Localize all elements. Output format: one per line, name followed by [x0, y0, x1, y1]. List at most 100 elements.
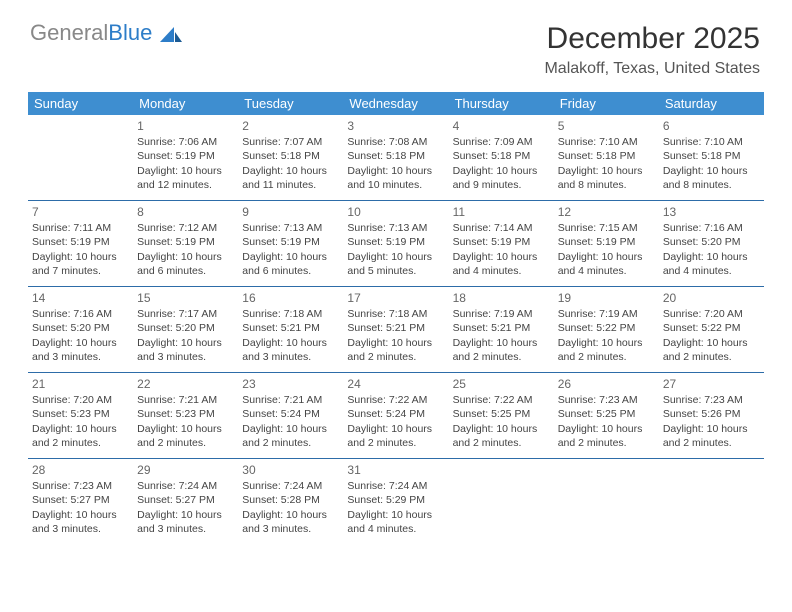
day-number: 24 [347, 376, 444, 392]
day-info-line: Daylight: 10 hours [663, 422, 760, 436]
day-info-line: Daylight: 10 hours [242, 250, 339, 264]
day-number: 21 [32, 376, 129, 392]
day-info-line: and 7 minutes. [32, 264, 129, 278]
day-info-line: Daylight: 10 hours [32, 250, 129, 264]
day-info-line: and 2 minutes. [558, 350, 655, 364]
day-info-line: Daylight: 10 hours [137, 250, 234, 264]
calendar-day-cell: 4Sunrise: 7:09 AMSunset: 5:18 PMDaylight… [449, 115, 554, 200]
day-number: 16 [242, 290, 339, 306]
calendar-day-cell: 1Sunrise: 7:06 AMSunset: 5:19 PMDaylight… [133, 115, 238, 200]
day-header: Friday [554, 92, 659, 115]
day-info-line: Sunrise: 7:23 AM [558, 393, 655, 407]
day-info-line: Sunset: 5:19 PM [137, 149, 234, 163]
calendar-day-cell: 7Sunrise: 7:11 AMSunset: 5:19 PMDaylight… [28, 201, 133, 286]
day-info-line: Sunset: 5:19 PM [347, 235, 444, 249]
day-number: 6 [663, 118, 760, 134]
day-number: 27 [663, 376, 760, 392]
day-info-line: and 2 minutes. [663, 436, 760, 450]
location-label: Malakoff, Texas, United States [544, 60, 760, 78]
calendar-day-cell: 5Sunrise: 7:10 AMSunset: 5:18 PMDaylight… [554, 115, 659, 200]
day-info-line: and 3 minutes. [32, 350, 129, 364]
day-info-line: Sunrise: 7:18 AM [347, 307, 444, 321]
day-info-line: Sunrise: 7:16 AM [32, 307, 129, 321]
day-info-line: Sunset: 5:24 PM [242, 407, 339, 421]
day-number: 7 [32, 204, 129, 220]
calendar-day-cell: 26Sunrise: 7:23 AMSunset: 5:25 PMDayligh… [554, 373, 659, 458]
day-info-line: Sunrise: 7:13 AM [242, 221, 339, 235]
calendar-header-row: SundayMondayTuesdayWednesdayThursdayFrid… [28, 92, 764, 115]
logo-text-gray: General [30, 20, 108, 45]
title-block: December 2025 Malakoff, Texas, United St… [544, 22, 760, 78]
day-info-line: and 2 minutes. [453, 350, 550, 364]
calendar-day-cell: 14Sunrise: 7:16 AMSunset: 5:20 PMDayligh… [28, 287, 133, 372]
day-number: 18 [453, 290, 550, 306]
day-number: 3 [347, 118, 444, 134]
logo-text-blue: Blue [108, 20, 152, 45]
day-number: 30 [242, 462, 339, 478]
day-info-line: Daylight: 10 hours [242, 508, 339, 522]
calendar-day-cell [659, 459, 764, 545]
day-number: 15 [137, 290, 234, 306]
day-header: Saturday [659, 92, 764, 115]
day-info-line: Daylight: 10 hours [347, 250, 444, 264]
day-info-line: and 2 minutes. [347, 350, 444, 364]
day-info-line: Sunrise: 7:21 AM [242, 393, 339, 407]
day-number: 29 [137, 462, 234, 478]
calendar-day-cell: 9Sunrise: 7:13 AMSunset: 5:19 PMDaylight… [238, 201, 343, 286]
day-info-line: Sunset: 5:25 PM [558, 407, 655, 421]
day-info-line: Sunrise: 7:07 AM [242, 135, 339, 149]
day-info-line: Daylight: 10 hours [558, 164, 655, 178]
day-info-line: Daylight: 10 hours [32, 336, 129, 350]
day-number: 14 [32, 290, 129, 306]
day-info-line: Sunrise: 7:24 AM [137, 479, 234, 493]
day-info-line: Sunrise: 7:13 AM [347, 221, 444, 235]
day-info-line: Sunrise: 7:23 AM [32, 479, 129, 493]
day-info-line: Daylight: 10 hours [453, 250, 550, 264]
day-info-line: Sunrise: 7:21 AM [137, 393, 234, 407]
day-info-line: and 2 minutes. [663, 350, 760, 364]
calendar-day-cell: 11Sunrise: 7:14 AMSunset: 5:19 PMDayligh… [449, 201, 554, 286]
day-info-line: and 2 minutes. [558, 436, 655, 450]
day-info-line: Sunrise: 7:20 AM [32, 393, 129, 407]
day-info-line: and 11 minutes. [242, 178, 339, 192]
day-info-line: Sunset: 5:20 PM [137, 321, 234, 335]
day-info-line: Sunrise: 7:24 AM [242, 479, 339, 493]
day-info-line: Sunrise: 7:06 AM [137, 135, 234, 149]
day-number: 17 [347, 290, 444, 306]
day-info-line: Sunset: 5:26 PM [663, 407, 760, 421]
month-title: December 2025 [544, 22, 760, 56]
day-info-line: and 3 minutes. [137, 350, 234, 364]
day-info-line: Sunset: 5:20 PM [663, 235, 760, 249]
calendar-day-cell: 29Sunrise: 7:24 AMSunset: 5:27 PMDayligh… [133, 459, 238, 545]
calendar-day-cell: 27Sunrise: 7:23 AMSunset: 5:26 PMDayligh… [659, 373, 764, 458]
day-info-line: and 2 minutes. [453, 436, 550, 450]
calendar-grid: SundayMondayTuesdayWednesdayThursdayFrid… [28, 92, 764, 545]
day-number: 31 [347, 462, 444, 478]
day-number: 1 [137, 118, 234, 134]
day-number: 13 [663, 204, 760, 220]
calendar-day-cell [449, 459, 554, 545]
day-info-line: Sunset: 5:21 PM [453, 321, 550, 335]
day-info-line: and 8 minutes. [663, 178, 760, 192]
day-info-line: Sunset: 5:27 PM [137, 493, 234, 507]
day-info-line: Daylight: 10 hours [663, 164, 760, 178]
day-info-line: Sunrise: 7:19 AM [558, 307, 655, 321]
day-info-line: and 6 minutes. [242, 264, 339, 278]
day-info-line: Sunrise: 7:10 AM [558, 135, 655, 149]
calendar-day-cell: 17Sunrise: 7:18 AMSunset: 5:21 PMDayligh… [343, 287, 448, 372]
calendar-day-cell: 2Sunrise: 7:07 AMSunset: 5:18 PMDaylight… [238, 115, 343, 200]
day-info-line: and 3 minutes. [32, 522, 129, 536]
day-info-line: and 2 minutes. [137, 436, 234, 450]
day-number: 2 [242, 118, 339, 134]
day-info-line: and 5 minutes. [347, 264, 444, 278]
day-number: 19 [558, 290, 655, 306]
day-info-line: and 2 minutes. [242, 436, 339, 450]
day-number: 22 [137, 376, 234, 392]
day-number: 23 [242, 376, 339, 392]
day-info-line: Sunset: 5:24 PM [347, 407, 444, 421]
day-info-line: Sunset: 5:19 PM [558, 235, 655, 249]
day-info-line: Sunrise: 7:14 AM [453, 221, 550, 235]
day-info-line: Daylight: 10 hours [663, 250, 760, 264]
calendar-day-cell: 28Sunrise: 7:23 AMSunset: 5:27 PMDayligh… [28, 459, 133, 545]
day-info-line: Daylight: 10 hours [137, 164, 234, 178]
